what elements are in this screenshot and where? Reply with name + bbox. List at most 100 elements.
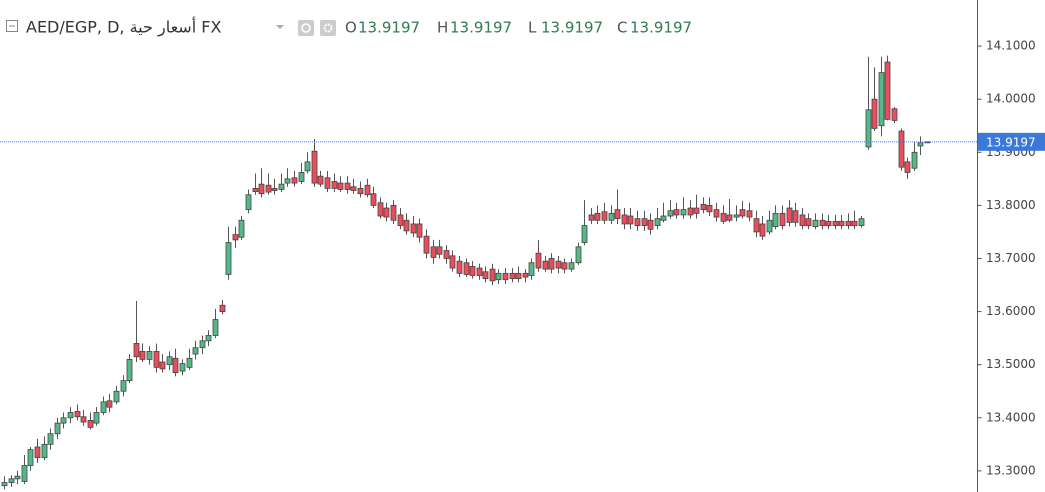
candle-body	[858, 218, 865, 226]
candle-body	[772, 212, 779, 228]
visibility-button[interactable]	[298, 20, 314, 36]
ohlc-label: O	[345, 19, 357, 37]
candle-body	[100, 401, 107, 413]
candle-body	[548, 258, 555, 270]
candle-body	[331, 181, 338, 189]
candle-body	[212, 319, 219, 336]
visibility-icon	[301, 23, 311, 33]
candle-body	[594, 212, 601, 221]
candle-body	[443, 250, 450, 259]
candle-body	[410, 223, 417, 234]
candle-body	[805, 218, 812, 226]
candle-body	[469, 266, 476, 276]
candle-body	[634, 218, 641, 226]
candle-body	[146, 351, 153, 360]
candle-body	[205, 335, 212, 342]
ohlc-value: 13.9197	[630, 19, 692, 37]
axis: 13.3000 13.4000 13.5000 13.6000 13.7000 13.80…	[977, 39, 1045, 477]
candle-body	[917, 142, 924, 147]
ohlc-value: 13.9197	[358, 19, 420, 37]
candle-body	[739, 209, 746, 217]
y-tick-label: 13.6000	[986, 304, 1036, 318]
candle-body	[733, 214, 740, 218]
candle-body	[746, 210, 753, 218]
candle-body	[819, 219, 826, 226]
candle-body	[416, 223, 423, 238]
candle-body	[871, 98, 878, 129]
candle-body	[542, 260, 549, 270]
candle-body	[27, 449, 34, 466]
candle-body	[581, 225, 588, 243]
candle-body	[377, 202, 384, 217]
candle-body	[627, 215, 634, 225]
candle-body	[482, 271, 489, 280]
candle-body	[311, 150, 318, 184]
candle-body	[693, 207, 700, 214]
candle-body	[232, 234, 239, 241]
candle-body	[113, 390, 120, 403]
plot	[0, 55, 978, 490]
candle-body	[397, 214, 404, 226]
candle-body	[304, 161, 311, 172]
ohlc-legend: O 13.9197 H 13.9197 L 13.9197 C 13.9197	[345, 19, 692, 37]
candle-body	[284, 178, 291, 184]
candle-body	[350, 186, 357, 191]
y-tick-label: 14.0000	[986, 92, 1036, 106]
candle-body	[192, 347, 199, 355]
candle-body	[706, 204, 713, 213]
y-tick-label: 13.8000	[986, 198, 1036, 212]
candle-body	[720, 212, 727, 222]
settings-button[interactable]	[320, 20, 336, 36]
candle-body	[838, 220, 845, 226]
candle-body	[172, 357, 179, 374]
candle-body	[641, 218, 648, 226]
candle-body	[463, 262, 470, 275]
candle-body	[726, 214, 733, 221]
settings-icon	[323, 23, 333, 33]
candle-body	[344, 182, 351, 190]
candle-body	[621, 214, 628, 225]
candle-body	[403, 219, 410, 232]
candle-body	[34, 446, 41, 459]
candle-body	[436, 246, 443, 255]
candle-body	[245, 194, 252, 211]
candle-body	[673, 209, 680, 216]
candle-body	[93, 412, 100, 424]
candle-body	[449, 255, 456, 269]
candle-body	[759, 223, 766, 237]
candle-body	[522, 272, 529, 278]
candle-body	[364, 184, 371, 196]
candle-body	[298, 172, 305, 182]
candle-body	[898, 130, 905, 168]
candle-body	[60, 417, 67, 424]
candle-body	[21, 465, 28, 482]
candle-body	[383, 207, 390, 218]
candle-body	[423, 235, 430, 254]
candle-body	[67, 412, 74, 419]
candle-body	[884, 61, 891, 120]
candle-body	[166, 356, 173, 366]
candle-body	[786, 207, 793, 223]
candle-body	[47, 433, 54, 445]
candle-body	[291, 177, 298, 184]
ohlc-value: 13.9197	[541, 19, 603, 37]
candle-body	[654, 218, 661, 226]
candle-body	[588, 214, 595, 221]
candle-body	[159, 361, 166, 370]
candle-body	[14, 475, 21, 480]
candle-body	[832, 220, 839, 226]
candle-body	[120, 380, 127, 392]
candle-body	[252, 187, 259, 192]
dropdown-arrow[interactable]	[276, 25, 284, 29]
candle-body	[258, 183, 265, 195]
candle-body	[153, 351, 160, 368]
candle-body	[660, 215, 667, 221]
candle-body	[528, 262, 535, 276]
price-label: 13.9197	[986, 135, 1036, 149]
candle-body	[792, 210, 799, 223]
candle-body	[865, 109, 872, 148]
candle-body	[515, 272, 522, 280]
